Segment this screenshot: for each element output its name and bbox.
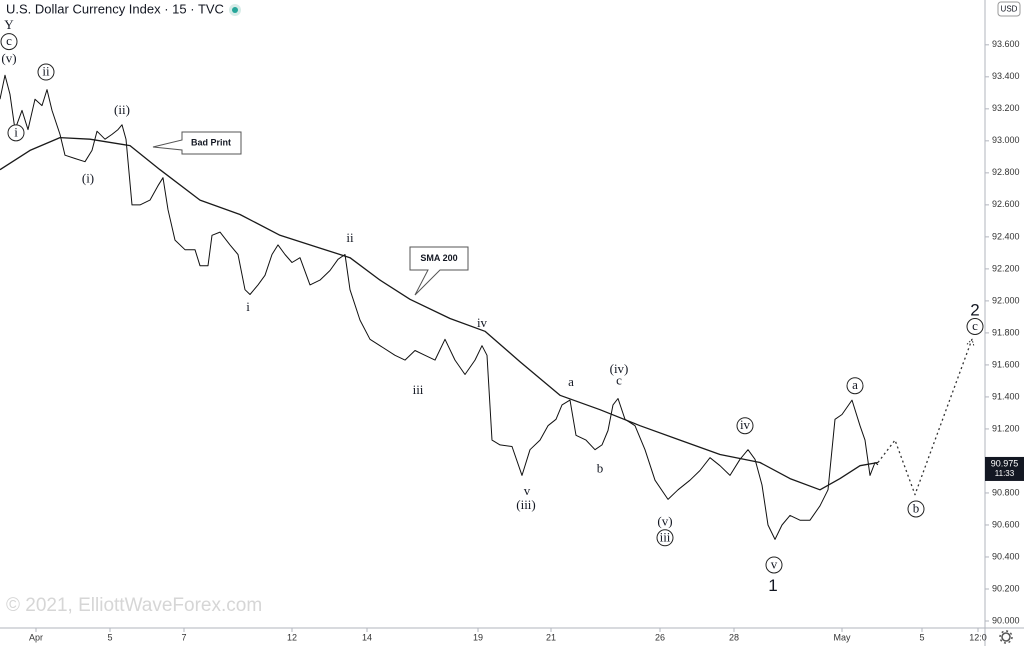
wave-circle [736, 417, 754, 435]
settings-icon[interactable] [999, 630, 1013, 644]
x-tick-label: 21 [546, 632, 556, 642]
wave-label: (ii) [114, 102, 130, 117]
y-tick-label: 90.000 [992, 615, 1020, 625]
wave-label: a [852, 377, 858, 392]
wave-circle [907, 500, 925, 518]
y-tick-label: 90.800 [992, 487, 1020, 497]
wave-label: ii [42, 64, 50, 79]
y-tick-label: 93.200 [992, 103, 1020, 113]
wave-label: i [14, 124, 18, 139]
wave-label: a [568, 374, 574, 389]
price-tag-countdown: 11:33 [995, 469, 1015, 478]
wave-circle [966, 318, 984, 336]
wave-label: b [597, 460, 604, 475]
wave-circle [7, 124, 25, 142]
y-tick-label: 90.400 [992, 551, 1020, 561]
x-tick-label: 26 [655, 632, 665, 642]
wave-circle [765, 556, 783, 574]
callout-box [152, 131, 242, 155]
x-tick-label: 5 [919, 632, 924, 642]
wave-label: c [972, 318, 978, 333]
watermark: © 2021, ElliottWaveForex.com [6, 595, 262, 616]
y-tick-label: 91.800 [992, 327, 1020, 337]
x-tick-label: Apr [29, 632, 43, 642]
wave-circle [37, 63, 55, 81]
wave-label: iv [740, 417, 751, 432]
y-tick-label: 91.200 [992, 423, 1020, 433]
wave-label: iii [660, 529, 671, 544]
y-tick-label: 92.000 [992, 295, 1020, 305]
y-tick-label: 92.200 [992, 263, 1020, 273]
wave-label: ii [346, 230, 354, 245]
wave-label: (iii) [516, 497, 536, 512]
x-tick-label: 5 [107, 632, 112, 642]
wave-label: iii [413, 382, 424, 397]
callout-box [409, 246, 469, 296]
currency-box[interactable] [997, 1, 1021, 17]
x-tick-label: 12:0 [969, 632, 987, 642]
y-tick-label: 93.400 [992, 71, 1020, 81]
wave-label: 2 [970, 300, 979, 319]
series-line [0, 136, 879, 491]
price-tag [985, 456, 1024, 481]
wave-label: v [771, 556, 778, 571]
wave-label: iv [477, 315, 488, 330]
x-tick-label: May [833, 632, 851, 642]
wave-label: v [524, 483, 531, 498]
callout-text: SMA 200 [420, 253, 457, 263]
wave-label: Y [4, 17, 14, 32]
y-tick-label: 91.600 [992, 359, 1020, 369]
y-tick-label: 90.600 [992, 519, 1020, 529]
wave-label: (iv) [610, 361, 629, 376]
x-tick-label: 28 [729, 632, 739, 642]
y-tick-label: 92.800 [992, 167, 1020, 177]
x-tick-label: 7 [181, 632, 186, 642]
status-dot [232, 7, 238, 13]
wave-circle [0, 33, 18, 51]
y-tick-label: 92.600 [992, 199, 1020, 209]
callout-text: Bad Print [191, 137, 231, 147]
wave-label: (i) [82, 171, 94, 186]
projection-arrow [966, 338, 975, 347]
wave-label: 1 [768, 576, 777, 595]
currency-label: USD [1001, 5, 1018, 14]
wave-label: b [913, 500, 920, 515]
wave-label: (v) [1, 51, 16, 66]
price-tag-value: 90.975 [991, 458, 1019, 468]
wave-label: c [6, 33, 12, 48]
x-tick-label: 12 [287, 632, 297, 642]
y-tick-label: 90.200 [992, 583, 1020, 593]
x-tick-label: 19 [473, 632, 483, 642]
wave-label: c [616, 372, 622, 387]
chart-title: U.S. Dollar Currency Index · 15 · TVC [6, 1, 224, 16]
wave-label: (v) [657, 513, 672, 528]
x-tick-label: 14 [362, 632, 372, 642]
y-tick-label: 92.400 [992, 231, 1020, 241]
y-tick-label: 93.600 [992, 39, 1020, 49]
series-line [0, 74, 879, 540]
y-tick-label: 93.000 [992, 135, 1020, 145]
wave-circle [656, 529, 674, 547]
wave-circle [846, 377, 864, 395]
wave-label: i [246, 299, 250, 314]
y-tick-label: 91.400 [992, 391, 1020, 401]
